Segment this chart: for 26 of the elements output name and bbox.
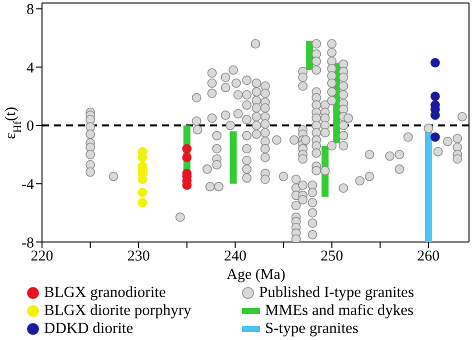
point	[182, 152, 192, 162]
point	[430, 58, 440, 68]
legend-label: S-type granites	[265, 320, 358, 338]
point	[430, 92, 440, 101]
x-axis-title: Age (Ma)	[226, 266, 286, 284]
y-tick-label: 8	[26, 2, 34, 18]
legend-label: DDKD diorite	[44, 320, 134, 338]
y-tick-label: 0	[26, 118, 34, 135]
point	[138, 198, 148, 208]
point	[182, 144, 192, 154]
legend-label: MMEs and mafic dykes	[265, 302, 414, 320]
y-tick-label: -4	[22, 177, 34, 194]
legend-label: Published I-type granites	[259, 284, 414, 302]
legend-label: BLGX granodiorite	[44, 284, 166, 302]
y-tick-label: -8	[22, 235, 34, 252]
x-tick-label: 220	[30, 248, 54, 265]
point	[430, 110, 440, 120]
point	[430, 132, 440, 142]
y-tick-label: 4	[26, 60, 34, 76]
x-tick-label: 260	[417, 248, 440, 265]
x-tick-label: 250	[320, 248, 344, 265]
x-tick-label: 230	[127, 248, 150, 265]
legend-label: BLGX diorite porphyry	[44, 302, 192, 320]
point	[138, 188, 148, 198]
x-tick-label: 240	[224, 248, 246, 265]
point	[138, 174, 148, 184]
